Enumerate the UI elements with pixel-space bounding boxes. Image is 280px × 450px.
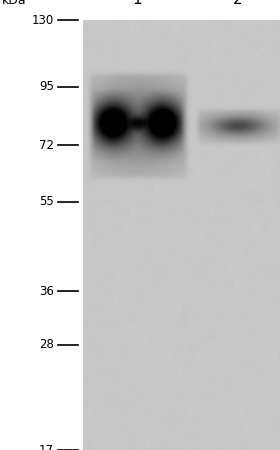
Text: 2: 2 [233, 0, 242, 7]
Text: 72: 72 [39, 139, 54, 152]
Text: 17: 17 [39, 444, 54, 450]
Text: 36: 36 [39, 285, 54, 298]
Text: 55: 55 [39, 195, 54, 208]
Text: 130: 130 [31, 14, 54, 27]
Text: 95: 95 [39, 80, 54, 93]
Text: 28: 28 [39, 338, 54, 351]
Text: 1: 1 [132, 0, 142, 7]
Text: kDa: kDa [2, 0, 26, 7]
